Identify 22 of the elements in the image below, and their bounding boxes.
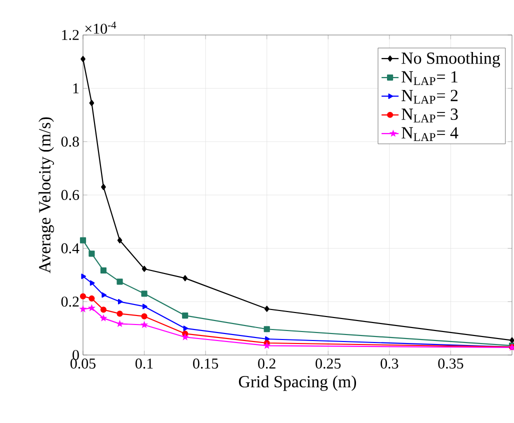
- y-axis-title: Average Velocity (m/s): [38, 117, 54, 274]
- x-tick-label: 0.3: [380, 358, 398, 369]
- y-tick-label: 0.2: [61, 296, 79, 307]
- y-tick-label: 0.4: [61, 243, 80, 254]
- x-tick-label: 0.35: [438, 358, 464, 369]
- legend-label: No Smoothing: [402, 52, 500, 68]
- x-tick-label: 0.2: [258, 358, 276, 369]
- y-tick-label: 0.8: [61, 136, 79, 147]
- text: ×10$^{-4}$: [85, 22, 116, 34]
- y-tick-label: 1: [73, 83, 79, 94]
- y-tick-label: 1.2: [62, 30, 79, 40]
- y-tick-label: 0.6: [61, 190, 80, 200]
- legend-label: N$_{LAP}$= 1: [402, 71, 458, 85]
- legend-label: N$_{LAP}$= 2: [402, 90, 458, 104]
- x-tick-label: 0.25: [316, 358, 341, 369]
- x-axis-title: Grid Spacing (m): [238, 376, 356, 391]
- x-tick-label: 0.05: [70, 358, 96, 369]
- legend-label: N$_{LAP}$= 3: [402, 108, 458, 122]
- x-tick-label: 0.1: [136, 358, 153, 369]
- legend-label: N$_{LAP}$= 4: [402, 127, 458, 141]
- x-tick-label: 0.15: [193, 358, 218, 369]
- y-tick-label: 0: [72, 350, 79, 360]
